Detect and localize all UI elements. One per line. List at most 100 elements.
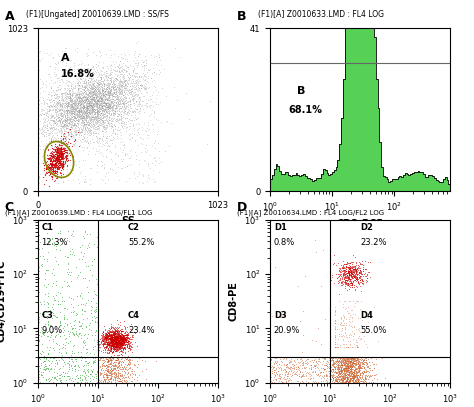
Point: [103, 83, 111, 90]
Point: [149, 167, 157, 173]
Point: [350, 373, 358, 379]
Point: [34, 130, 42, 137]
Point: [43, 123, 50, 129]
Point: [64, 121, 71, 128]
Point: [155, 100, 162, 107]
Point: [69, 121, 77, 128]
Point: [100, 110, 107, 117]
Point: [337, 271, 345, 278]
Point: [82, 109, 90, 115]
Point: [80, 62, 87, 68]
Point: [102, 72, 109, 78]
Point: [72, 361, 79, 368]
Point: [346, 361, 354, 367]
Point: [59, 137, 67, 143]
Point: [34, 148, 42, 155]
Point: [63, 155, 71, 161]
Point: [349, 373, 357, 379]
Point: [88, 332, 96, 339]
Point: [89, 103, 96, 109]
Point: [54, 91, 61, 98]
Point: [90, 337, 98, 343]
Point: [345, 280, 352, 287]
Point: [108, 338, 115, 344]
Point: [101, 377, 109, 383]
Point: [114, 371, 122, 377]
Point: [67, 95, 75, 102]
Point: [58, 293, 66, 300]
Point: [117, 116, 125, 123]
Point: [120, 73, 128, 79]
Point: [86, 102, 93, 109]
Point: [63, 142, 71, 149]
Point: [63, 93, 71, 99]
Point: [104, 347, 111, 354]
Point: [94, 80, 102, 86]
Point: [312, 363, 319, 369]
Point: [121, 365, 129, 371]
Point: [299, 359, 307, 365]
Point: [113, 104, 121, 111]
Point: [121, 81, 128, 88]
Point: [349, 374, 356, 381]
Point: [126, 325, 133, 332]
Point: [116, 88, 124, 94]
Point: [79, 103, 87, 110]
Point: [107, 340, 115, 347]
Point: [113, 340, 121, 347]
Point: [82, 111, 90, 117]
Point: [354, 378, 362, 385]
Point: [111, 86, 119, 93]
Point: [283, 372, 290, 379]
Point: [351, 282, 358, 289]
Point: [63, 110, 71, 116]
Point: [102, 125, 109, 131]
Text: B: B: [237, 10, 246, 23]
Point: [75, 107, 82, 114]
Point: [124, 64, 132, 70]
Point: [75, 114, 83, 120]
Point: [55, 154, 63, 160]
Point: [108, 375, 115, 381]
Point: [70, 153, 77, 160]
Point: [106, 72, 113, 78]
Point: [42, 164, 49, 170]
Point: [70, 110, 78, 117]
Point: [113, 101, 120, 108]
Point: [37, 138, 45, 144]
Point: [268, 364, 275, 370]
Point: [358, 369, 365, 376]
Point: [112, 330, 120, 337]
Point: [310, 362, 318, 368]
Point: [107, 105, 114, 111]
Point: [117, 83, 124, 90]
Point: [121, 342, 128, 349]
Point: [337, 359, 345, 365]
Point: [351, 354, 359, 360]
Point: [114, 99, 122, 105]
Point: [88, 307, 95, 314]
Point: [54, 158, 62, 164]
Point: [328, 367, 335, 374]
Point: [56, 168, 64, 175]
Point: [67, 295, 74, 301]
Point: [56, 149, 64, 156]
Point: [339, 336, 347, 343]
Point: [110, 336, 118, 343]
Point: [100, 95, 108, 102]
Point: [109, 338, 116, 345]
Point: [107, 335, 115, 341]
Point: [343, 360, 350, 367]
Point: [109, 338, 117, 345]
Point: [109, 340, 116, 347]
Point: [120, 142, 128, 148]
Point: [66, 107, 73, 114]
Point: [336, 265, 344, 271]
Point: [298, 348, 305, 355]
Point: [118, 328, 125, 334]
Point: [355, 280, 362, 287]
Point: [125, 69, 133, 76]
Point: [369, 379, 376, 385]
Point: [118, 334, 126, 340]
Point: [371, 372, 379, 378]
